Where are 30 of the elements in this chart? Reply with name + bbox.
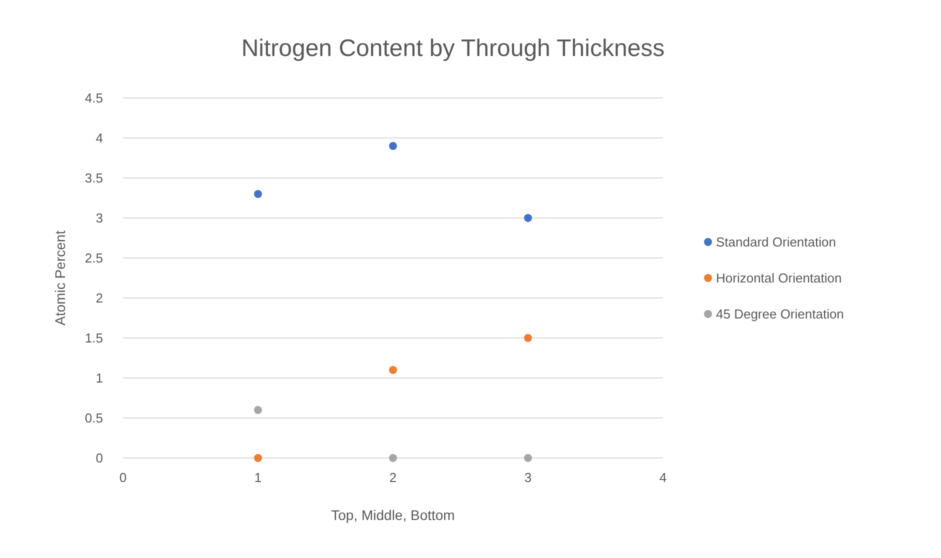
point xyxy=(524,334,532,342)
point xyxy=(524,454,532,462)
point xyxy=(254,190,262,198)
point xyxy=(254,454,262,462)
legend-label: 45 Degree Orientation xyxy=(716,306,844,322)
x-tick-label: 4 xyxy=(659,470,667,485)
y-tick-label: 3 xyxy=(96,210,103,226)
x-tick-label: 0 xyxy=(119,470,127,485)
x-axis-title: Top, Middle, Bottom xyxy=(331,507,455,523)
point xyxy=(389,142,397,150)
point xyxy=(389,454,397,462)
y-tick-label: 0 xyxy=(96,450,103,466)
legend-label: Horizontal Orientation xyxy=(716,270,842,286)
y-tick-label: 2.5 xyxy=(84,250,103,266)
y-tick-label: 4 xyxy=(96,130,103,146)
y-tick-label: 1.5 xyxy=(84,330,103,346)
point xyxy=(254,406,262,414)
y-axis-title: Atomic Percent xyxy=(52,230,68,326)
point xyxy=(524,214,532,222)
x-tick-label: 1 xyxy=(254,470,262,485)
y-tick-label: 4.5 xyxy=(84,90,103,106)
x-tick-label: 2 xyxy=(389,470,397,485)
y-tick-label: 3.5 xyxy=(84,170,103,186)
y-tick-label: 1 xyxy=(96,370,103,386)
x-tick-label: 3 xyxy=(524,470,532,485)
y-tick-label: 2 xyxy=(96,290,103,306)
point xyxy=(389,366,397,374)
chart-title: Nitrogen Content by Through Thickness xyxy=(241,35,665,62)
legend-label: Standard Orientation xyxy=(716,234,836,250)
y-tick-label: 0.5 xyxy=(84,410,103,426)
